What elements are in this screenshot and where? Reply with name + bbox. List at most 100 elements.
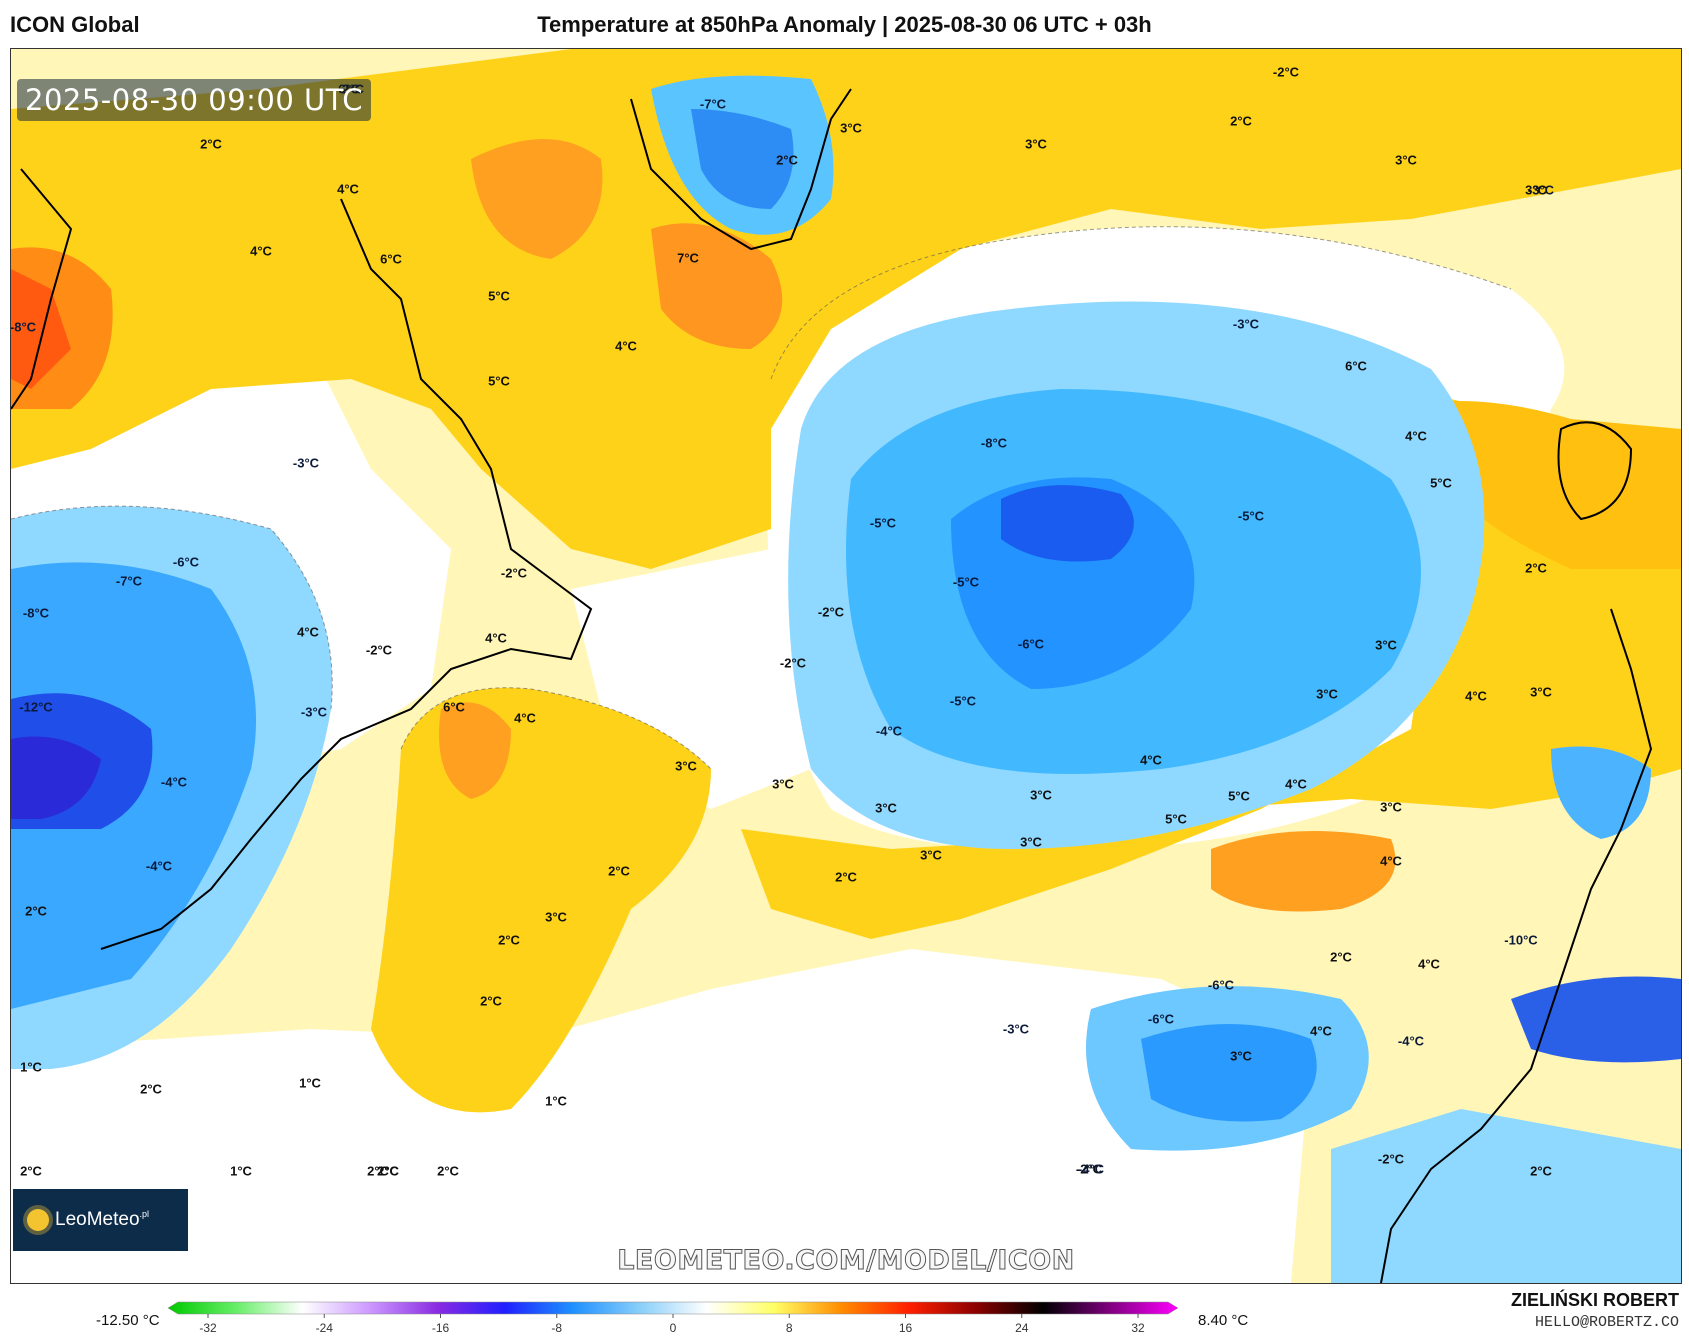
contour-label: -7°C <box>115 573 143 589</box>
contour-label: 5°C <box>488 288 510 304</box>
contour-label: -8°C <box>10 319 37 335</box>
contour-label: -7°C <box>699 96 727 112</box>
contour-label: 1°C <box>545 1093 567 1109</box>
map-title: Temperature at 850hPa Anomaly | 2025-08-… <box>537 12 1152 37</box>
contour-label: 1°C <box>230 1163 252 1179</box>
contour-label: 3°C <box>840 120 862 136</box>
contour-label: 3°C <box>1025 136 1047 152</box>
valid-time-badge: 2025-08-30 09:00 UTC <box>17 79 372 121</box>
color-bar-tick-label: 32 <box>1131 1321 1145 1335</box>
contour-label: 4°C <box>1418 956 1440 972</box>
contour-label: 4°C <box>514 710 536 726</box>
color-bar-tick-label: 0 <box>670 1321 677 1335</box>
contour-label: 2°C <box>1230 113 1252 129</box>
contour-label: 4°C <box>1405 428 1427 444</box>
contour-label: -2°C <box>1377 1151 1405 1167</box>
contour-label: -2°C <box>817 604 845 620</box>
contour-label: 3°C <box>675 758 697 774</box>
author-email[interactable]: HELLO@ROBERTZ.CO <box>1534 1314 1679 1331</box>
contour-label: 3°C <box>1395 152 1417 168</box>
contour-label: 3°C <box>1030 787 1052 803</box>
contour-label: 2°C <box>835 869 857 885</box>
contour-label: -4°C <box>160 774 188 790</box>
contour-label: -3°C <box>1002 1021 1030 1037</box>
leometeo-logo[interactable]: LeoMeteo.pl <box>13 1189 188 1251</box>
contour-label: 3°C <box>1525 182 1547 198</box>
logo-text: LeoMeteo.pl <box>55 1209 150 1230</box>
contour-label: 1°C <box>299 1075 321 1091</box>
anomaly-map[interactable]: 6°C 4°C 2°C -2°C 4°C 6°C 5°C 5°C 4°C -8°C -3°C -6°C… <box>10 48 1682 1284</box>
contour-label: -2°C <box>365 642 393 658</box>
legend-max-value: 8.40 °C <box>1198 1312 1249 1329</box>
contour-label: 3°C <box>545 909 567 925</box>
contour-label: -3°C <box>1232 316 1260 332</box>
contour-label: 6°C <box>443 699 465 715</box>
contour-label: 2°C <box>608 863 630 879</box>
contour-label: 3°C <box>772 776 794 792</box>
contour-label: 2°C <box>1525 560 1547 576</box>
contour-label: -2°C <box>779 655 807 671</box>
contour-label: 6°C <box>380 251 402 267</box>
contour-label: 4°C <box>337 181 359 197</box>
author-name: ZIELIŃSKI ROBERT <box>1510 1290 1679 1310</box>
contour-label: -5°C <box>949 693 977 709</box>
color-bar-tick-label: 24 <box>1015 1321 1029 1335</box>
contour-label: -10°C <box>1504 932 1538 948</box>
contour-label: 3°C <box>1375 637 1397 653</box>
contour-label: 3°C <box>1020 834 1042 850</box>
contour-label: 2°C <box>480 993 502 1009</box>
contour-label: 5°C <box>1228 788 1250 804</box>
watermark-url: LEOMETEO.COM/MODEL/ICON <box>617 1245 1075 1277</box>
contour-label: 4°C <box>615 338 637 354</box>
contour-label: -2°C <box>500 565 528 581</box>
color-bar-tick-label: 16 <box>899 1321 913 1335</box>
contour-label: -6°C <box>172 554 200 570</box>
legend-min-value: -12.50 °C <box>96 1312 160 1329</box>
contour-label: 2°C <box>200 136 222 152</box>
contour-label: -5°C <box>869 515 897 531</box>
contour-label: -2°C <box>1075 1161 1103 1177</box>
color-bar: -32 -24 -16 -8 0 8 16 24 32 <box>168 1301 1178 1335</box>
contour-label: 1°C <box>20 1059 42 1075</box>
contour-label: 2°C <box>140 1081 162 1097</box>
contour-label: 3°C <box>1530 684 1552 700</box>
contour-label: -8°C <box>22 605 50 621</box>
contour-label: -5°C <box>952 574 980 590</box>
contour-label: 2°C <box>498 932 520 948</box>
color-bar-tick-label: -16 <box>432 1321 450 1335</box>
color-bar-tick-label: -8 <box>551 1321 562 1335</box>
model-name: ICON Global <box>10 12 140 37</box>
contour-label: 4°C <box>485 630 507 646</box>
color-bar-tick-label: 8 <box>786 1321 793 1335</box>
contour-label: -3°C <box>1527 182 1555 198</box>
contour-label: -4°C <box>875 723 903 739</box>
contour-label: 2°C <box>377 1163 399 1179</box>
contour-label: 3°C <box>1380 799 1402 815</box>
contour-label: -3°C <box>300 704 328 720</box>
contour-label: 2°C <box>20 1163 42 1179</box>
contour-label: 7°C <box>677 250 699 266</box>
contour-label: 2°C <box>25 903 47 919</box>
contour-label: 3°C <box>875 800 897 816</box>
contour-label: -6°C <box>1207 977 1235 993</box>
contour-label: 5°C <box>488 373 510 389</box>
contour-label: 4°C <box>297 624 319 640</box>
contour-label: 2°C <box>1530 1163 1552 1179</box>
contour-label: -12°C <box>19 699 53 715</box>
contour-label: 2°C <box>377 1163 399 1179</box>
color-bar-tick-label: -24 <box>316 1321 334 1335</box>
contour-label: 4°C <box>1310 1023 1332 1039</box>
contour-label: -5°C <box>1237 508 1265 524</box>
contour-label: -4°C <box>145 858 173 874</box>
contour-label: 5°C <box>1165 811 1187 827</box>
contour-label: 4°C <box>1285 776 1307 792</box>
contour-label: -2°C <box>1272 64 1300 80</box>
contour-label: 3°C <box>1316 686 1338 702</box>
anomaly-field <box>11 49 1681 1283</box>
contour-label: -4°C <box>1397 1033 1425 1049</box>
contour-label: 3°C <box>1230 1048 1252 1064</box>
contour-label: -3°C <box>292 455 320 471</box>
contour-label: -8°C <box>980 435 1008 451</box>
contour-label: 2°C <box>367 1163 389 1179</box>
sun-icon <box>27 1209 49 1231</box>
